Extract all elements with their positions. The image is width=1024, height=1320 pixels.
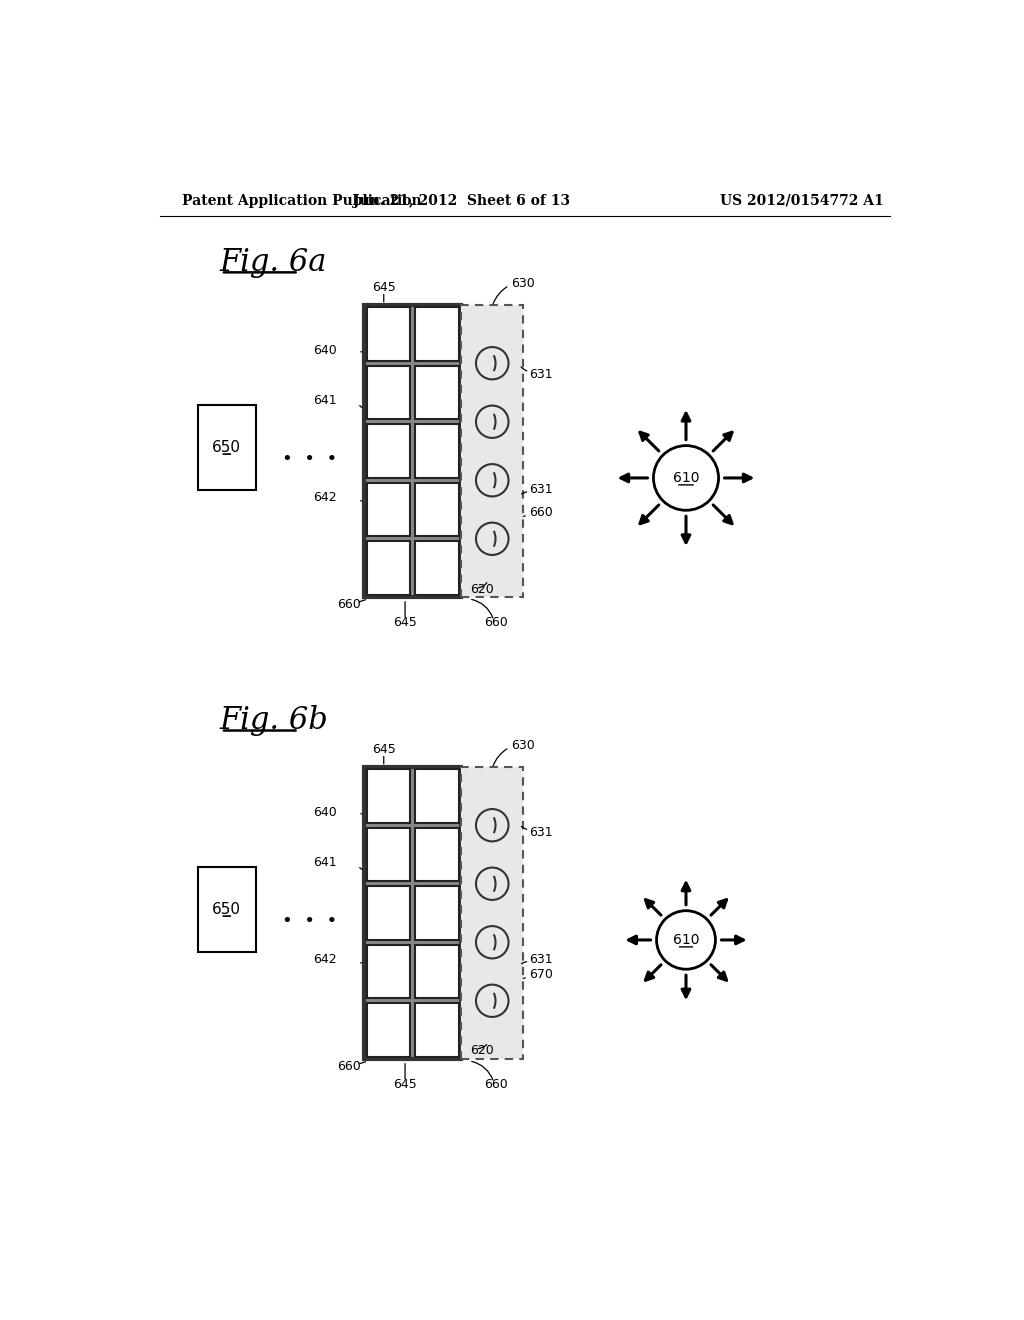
Text: 660: 660: [484, 1078, 508, 1092]
Bar: [365, 305, 461, 598]
Text: 660: 660: [337, 1060, 360, 1073]
Bar: [367, 541, 411, 595]
Bar: [415, 828, 459, 882]
Bar: [415, 308, 459, 360]
Bar: [367, 308, 411, 360]
Text: Jun. 21, 2012  Sheet 6 of 13: Jun. 21, 2012 Sheet 6 of 13: [352, 194, 569, 207]
Bar: [367, 770, 411, 822]
Text: •  •  •: • • •: [282, 912, 337, 929]
Text: 670: 670: [529, 968, 553, 981]
Text: 650: 650: [212, 440, 242, 454]
Bar: [367, 483, 411, 536]
Bar: [367, 366, 411, 420]
Bar: [198, 405, 256, 490]
Text: 645: 645: [393, 1078, 417, 1092]
Text: 660: 660: [337, 598, 360, 611]
Text: 610: 610: [673, 471, 699, 484]
Bar: [415, 1003, 459, 1057]
Text: 641: 641: [313, 857, 337, 870]
Text: 631: 631: [529, 953, 553, 966]
Bar: [415, 424, 459, 478]
Text: •  •  •: • • •: [282, 450, 337, 467]
Bar: [415, 541, 459, 595]
Bar: [367, 1003, 411, 1057]
Text: 650: 650: [212, 902, 242, 916]
Bar: [367, 886, 411, 940]
Text: 620: 620: [471, 583, 495, 597]
Text: 631: 631: [529, 483, 553, 496]
Text: 640: 640: [313, 345, 337, 358]
Bar: [367, 945, 411, 998]
Text: 642: 642: [313, 491, 337, 504]
Bar: [415, 366, 459, 420]
Bar: [365, 767, 461, 1059]
Text: 631: 631: [529, 825, 553, 838]
Text: 645: 645: [372, 743, 395, 756]
Text: 645: 645: [393, 616, 417, 630]
Bar: [415, 945, 459, 998]
Text: 630: 630: [512, 277, 536, 289]
Text: 642: 642: [313, 953, 337, 966]
Text: 641: 641: [313, 395, 337, 408]
Text: 630: 630: [512, 739, 536, 751]
Text: 610: 610: [673, 933, 699, 946]
Text: Fig. 6b: Fig. 6b: [219, 705, 329, 737]
FancyBboxPatch shape: [461, 305, 523, 598]
Text: 620: 620: [471, 1044, 495, 1056]
Text: US 2012/0154772 A1: US 2012/0154772 A1: [720, 194, 884, 207]
Text: 640: 640: [313, 807, 337, 820]
Text: 660: 660: [529, 506, 553, 519]
Text: 645: 645: [372, 281, 395, 294]
Bar: [367, 424, 411, 478]
Text: Fig. 6a: Fig. 6a: [219, 247, 327, 277]
FancyBboxPatch shape: [461, 767, 523, 1059]
Bar: [367, 828, 411, 882]
Text: Patent Application Publication: Patent Application Publication: [182, 194, 422, 207]
Bar: [198, 867, 256, 952]
Bar: [415, 886, 459, 940]
Text: 631: 631: [529, 367, 553, 380]
Bar: [415, 770, 459, 822]
Text: 660: 660: [484, 616, 508, 630]
Bar: [415, 483, 459, 536]
